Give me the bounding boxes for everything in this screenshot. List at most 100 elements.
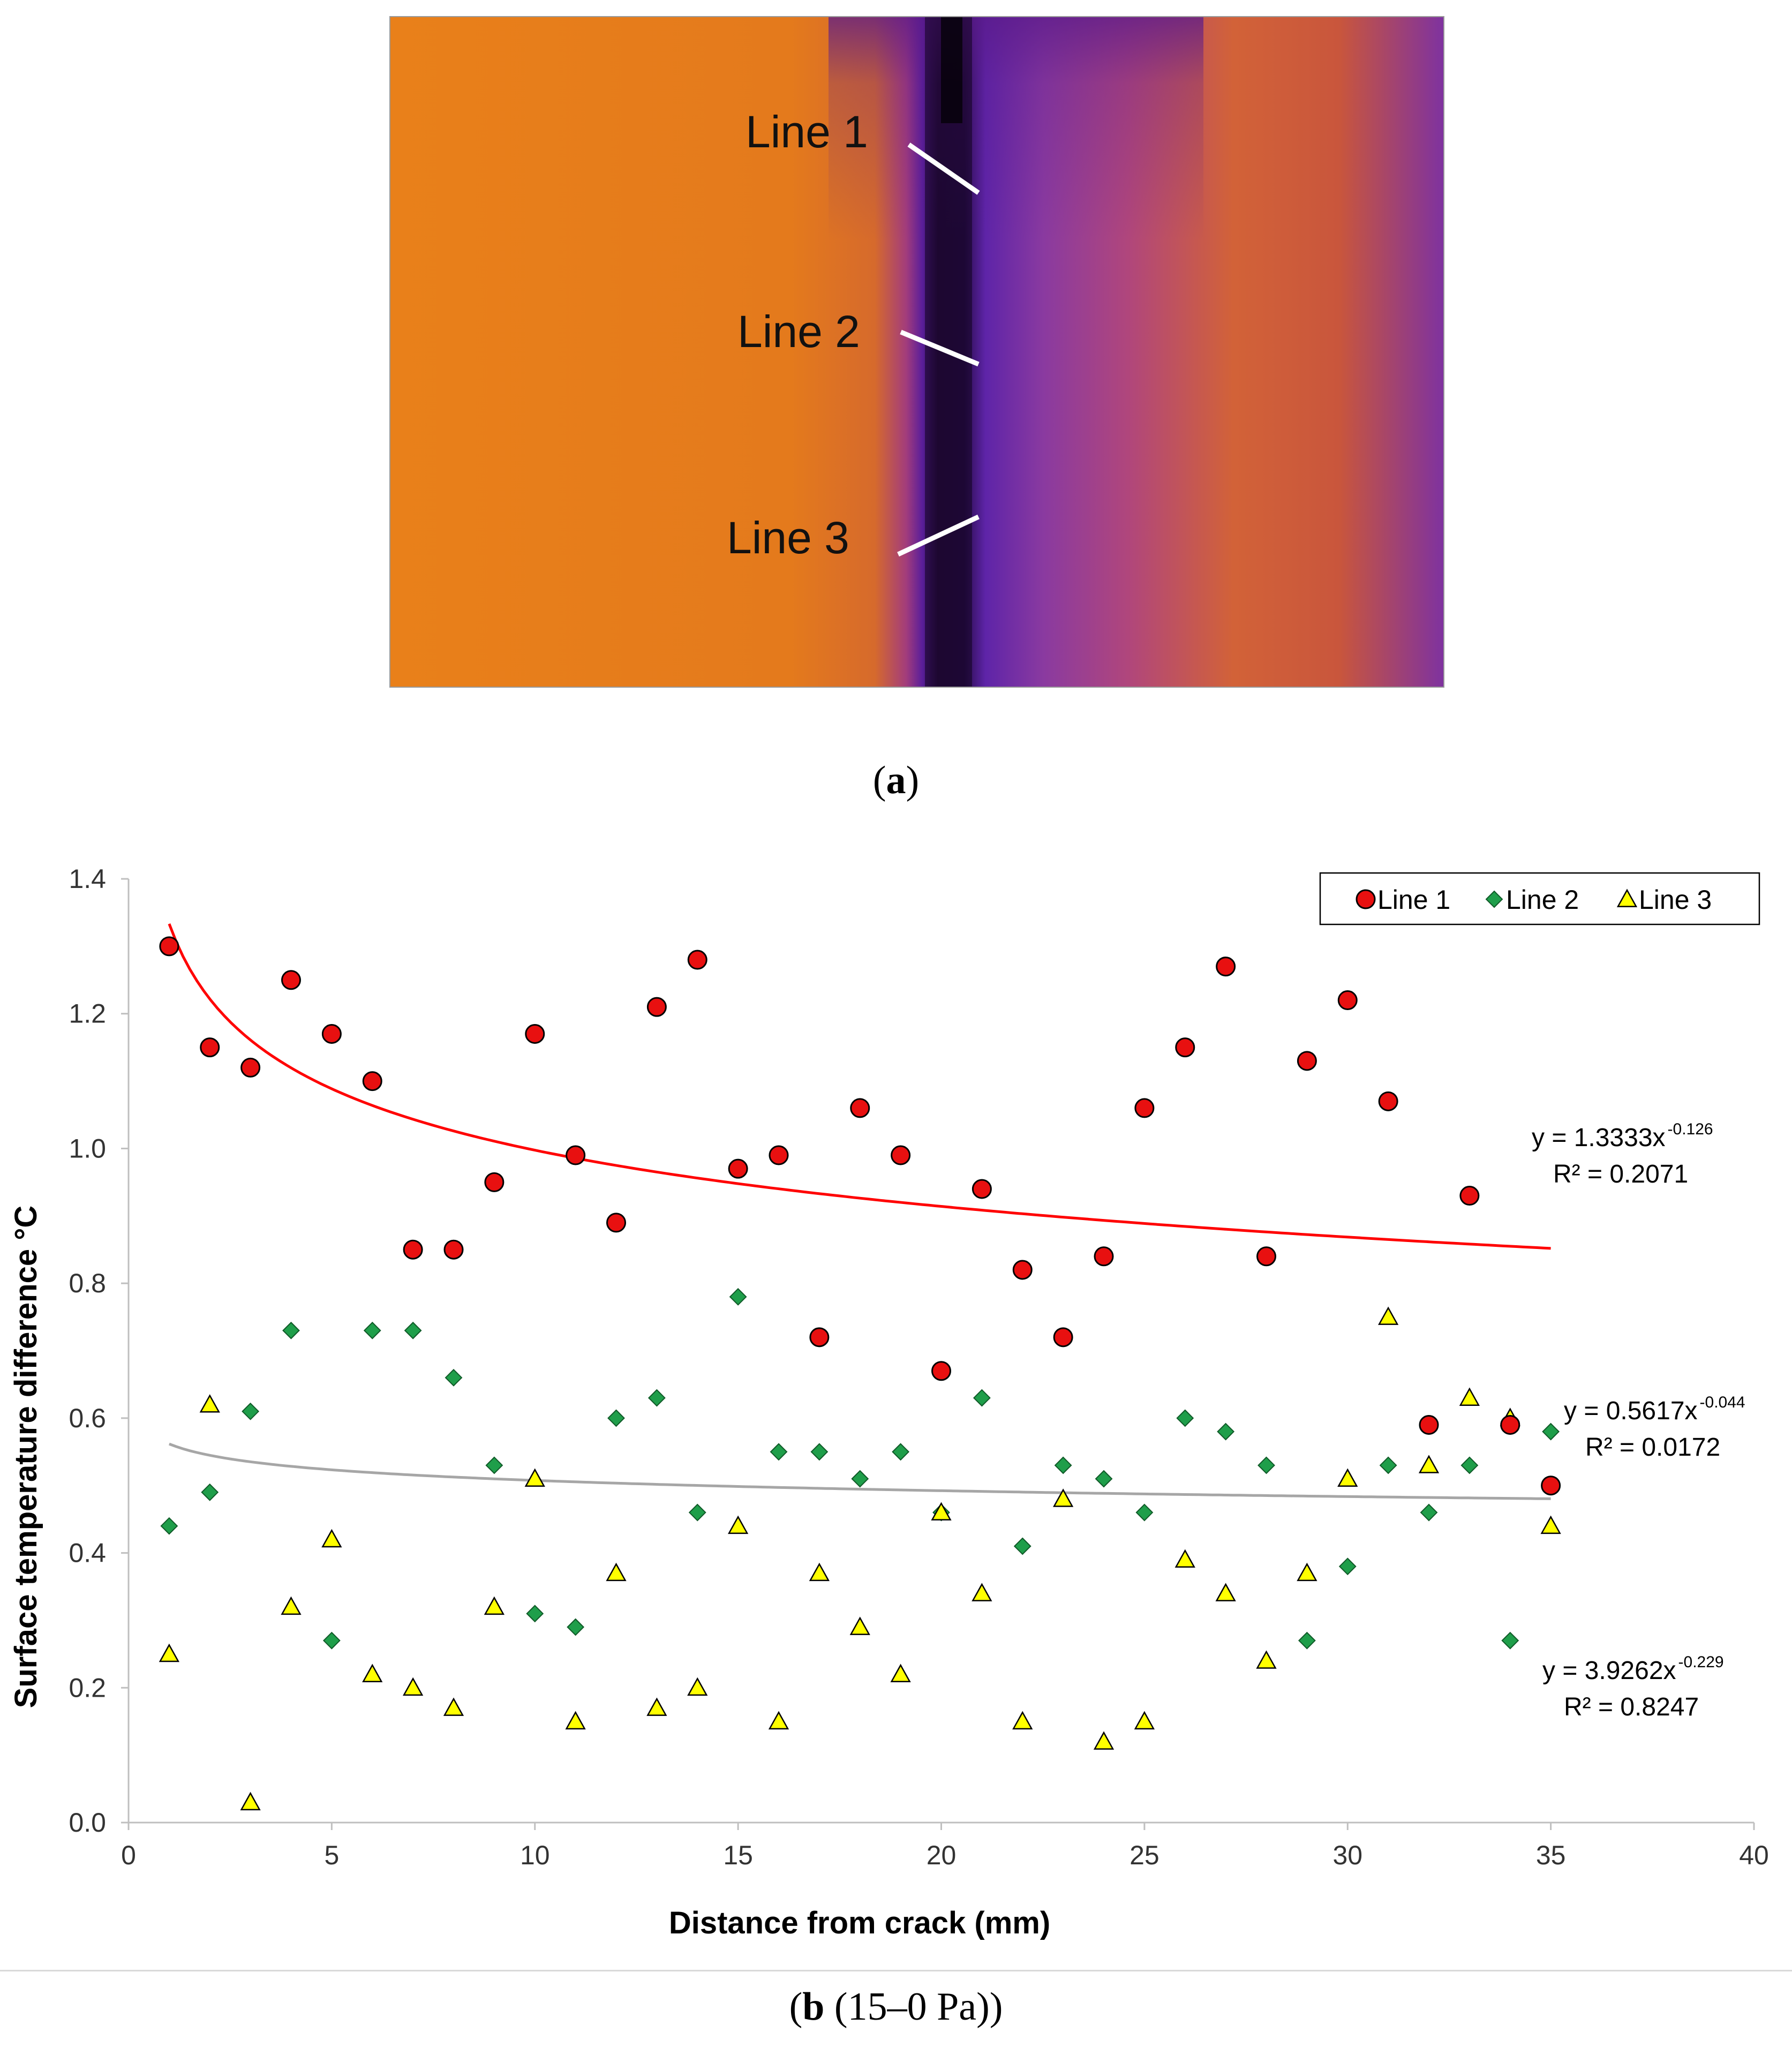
line-2-point [445, 1368, 463, 1387]
line-1-point [1053, 1327, 1073, 1348]
divider [0, 1970, 1792, 1971]
line-3-point [646, 1697, 667, 1716]
line-2-point [688, 1503, 706, 1522]
line-3-point [281, 1596, 302, 1615]
line-1-point [1378, 1091, 1398, 1111]
line-1-point [809, 1327, 830, 1348]
line-2-point [567, 1618, 585, 1636]
line-3-point [199, 1394, 220, 1413]
line-2-point [1095, 1470, 1113, 1488]
y-axis-label: Surface temperature difference °C [9, 1206, 43, 1708]
line-2-point [729, 1288, 747, 1306]
line-3-point [1053, 1488, 1074, 1507]
caption-b: (b (15–0 Pa)) [789, 1985, 1003, 2029]
line-3-point [1297, 1562, 1317, 1582]
tick-labels: 0 5 10 15 20 25 30 35 40 0.0 0.2 0.4 0.6 0.8 1.0 1.2 1.4 [69, 864, 1768, 1870]
y-tick-label: 0.8 [69, 1268, 106, 1298]
legend-box [1319, 872, 1760, 925]
x-tick-label: 40 [1739, 1840, 1769, 1870]
line-3-point [1378, 1306, 1399, 1325]
line-3-point [849, 1616, 870, 1635]
trend-exponent: -0.229 [1678, 1653, 1724, 1671]
line-1-point [525, 1023, 545, 1044]
line-2-point [322, 1631, 341, 1650]
markers [159, 936, 1561, 1811]
line-3-label: Line 3 [727, 513, 849, 563]
line-1-point [321, 1023, 342, 1044]
legend-label: Line 1 [1377, 885, 1450, 915]
x-tick-label: 5 [324, 1840, 339, 1870]
y-tick-label: 0.2 [69, 1673, 106, 1703]
line-1-point [159, 936, 179, 957]
line-1-marker [907, 142, 980, 195]
line-3-point [1256, 1650, 1277, 1669]
line-1-point [1419, 1414, 1439, 1435]
line-1-point [200, 1037, 220, 1058]
x-tick-label: 30 [1332, 1840, 1362, 1870]
line-2-point [242, 1402, 260, 1420]
line-2-marker [900, 329, 980, 367]
line-1-point [1094, 1246, 1114, 1267]
x-tick-label: 10 [520, 1840, 550, 1870]
line-1-point [687, 950, 707, 970]
legend-marker-line-2 [1485, 890, 1503, 908]
line-2-point [1298, 1631, 1316, 1650]
line-1-label: Line 1 [746, 107, 868, 157]
legend: Line 1 Line 2 Line 3 [1319, 872, 1760, 925]
legend-label: Line 3 [1639, 885, 1712, 915]
x-tick-label: 25 [1130, 1840, 1159, 1870]
line-1-point [240, 1057, 261, 1078]
line-3-point [443, 1697, 464, 1716]
caption-b-text: (15–0 Pa) [824, 1985, 990, 2029]
line-1-point [443, 1239, 464, 1260]
line-1-point [1459, 1186, 1480, 1206]
line-1-point [484, 1172, 505, 1192]
thermal-upper-shade [829, 16, 1203, 241]
line-3-point [972, 1583, 992, 1601]
trend-r2: R² = 0.2071 [1553, 1160, 1688, 1188]
line-2-point [1338, 1557, 1357, 1576]
line-1-point [769, 1145, 789, 1165]
legend-label: Line 2 [1506, 885, 1579, 915]
line-3-point [484, 1596, 505, 1615]
scatter-chart: 0 5 10 15 20 25 30 35 40 0.0 0.2 0.4 0.6 0.8 1.0 1.2 1.4… [9, 864, 1769, 1940]
y-tick-label: 1.2 [69, 999, 106, 1029]
line-1-point [728, 1158, 748, 1179]
trend-exponent: -0.044 [1700, 1394, 1745, 1411]
line-3-point [768, 1711, 789, 1730]
y-tick-label: 0.0 [69, 1808, 106, 1838]
line-1-point [566, 1145, 586, 1165]
line-1-point [931, 1361, 951, 1381]
x-tick-label: 0 [121, 1840, 136, 1870]
line-2-point [1258, 1456, 1275, 1474]
caption-b-letter: b [802, 1985, 825, 2029]
line-2-point [1176, 1409, 1194, 1427]
line-2-point [1013, 1537, 1031, 1555]
trend-equation: y = 0.5617x [1564, 1397, 1698, 1425]
trendlines [168, 923, 1551, 1500]
line-2-point [1460, 1456, 1479, 1474]
line-3-point [1174, 1549, 1195, 1568]
line-3-point [1093, 1731, 1115, 1750]
trendline-line-2 [169, 1442, 1551, 1500]
line-3-point [809, 1562, 830, 1582]
trend-equation: y = 1.3333x [1532, 1124, 1666, 1152]
line-2-point [1217, 1422, 1235, 1441]
legend-marker-line-1 [1356, 889, 1376, 909]
legend-marker-line-3 [1616, 889, 1638, 907]
line-3-point [1134, 1711, 1155, 1730]
line-1-point [362, 1071, 382, 1092]
caption-a-letter: a [886, 758, 906, 802]
line-1-point [972, 1179, 992, 1199]
line-1-point [1541, 1476, 1561, 1496]
line-2-point [973, 1389, 991, 1407]
line-3-point [1215, 1583, 1236, 1601]
crack-core [941, 16, 962, 123]
line-2-point [485, 1456, 503, 1474]
line-2-point [201, 1483, 219, 1501]
line-3-point [931, 1502, 952, 1520]
line-2-point [770, 1443, 788, 1461]
line-1-point [1175, 1037, 1195, 1058]
line-2-point [1501, 1631, 1519, 1650]
